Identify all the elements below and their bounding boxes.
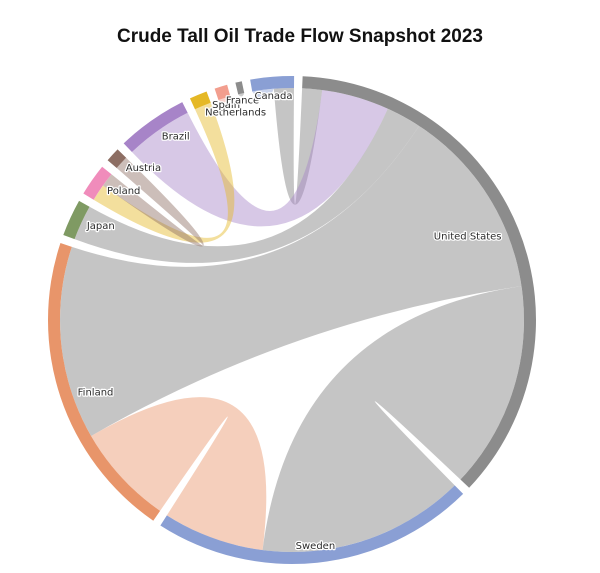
arcs-layer (47, 76, 536, 565)
ribbon-canada-to-canada (252, 88, 274, 100)
label-poland: Poland (107, 186, 140, 197)
ribbon-finland-to-sweden (91, 397, 267, 551)
ribbon-spain-to-spain (218, 96, 231, 104)
arc-poland (83, 166, 112, 200)
arc-brazil (123, 102, 188, 153)
label-austria: Austria (126, 163, 161, 174)
label-canada: Canada (254, 91, 292, 102)
label-france: France (226, 95, 259, 106)
arc-sweden (160, 485, 464, 565)
ribbon-netherlands-to-poland (93, 102, 235, 243)
ribbons-layer (60, 88, 525, 552)
chart-title: Crude Tall Oil Trade Flow Snapshot 2023 (116, 26, 483, 47)
arc-spain (214, 84, 231, 100)
label-brazil: Brazil (162, 131, 190, 142)
ribbon-united-states-to-canada (273, 88, 323, 205)
arc-japan (63, 200, 90, 240)
label-sweden: Sweden (296, 541, 336, 552)
arc-france (235, 81, 245, 95)
labels-layer: United States Sweden Finland Japan Poland Aus… (76, 90, 502, 554)
arc-canada (250, 76, 295, 92)
label-japan: Japan (86, 221, 115, 232)
ribbon-brazil-to-united-states (131, 89, 388, 227)
ribbon-united-states-to-sweden (262, 286, 525, 552)
arc-netherlands (189, 91, 211, 110)
label-finland: Finland (78, 388, 114, 399)
label-united-states: United States (434, 231, 502, 242)
ribbon-france-to-france (238, 92, 245, 97)
ribbon-united-states-to-japan (74, 108, 420, 263)
arc-austria (107, 149, 127, 169)
label-netherlands: Netherlands (205, 107, 266, 118)
arc-finland (47, 243, 161, 521)
label-spain: Spain (212, 100, 240, 111)
arc-united-states (302, 76, 536, 488)
ribbon-united-states-to-finland (60, 125, 522, 437)
